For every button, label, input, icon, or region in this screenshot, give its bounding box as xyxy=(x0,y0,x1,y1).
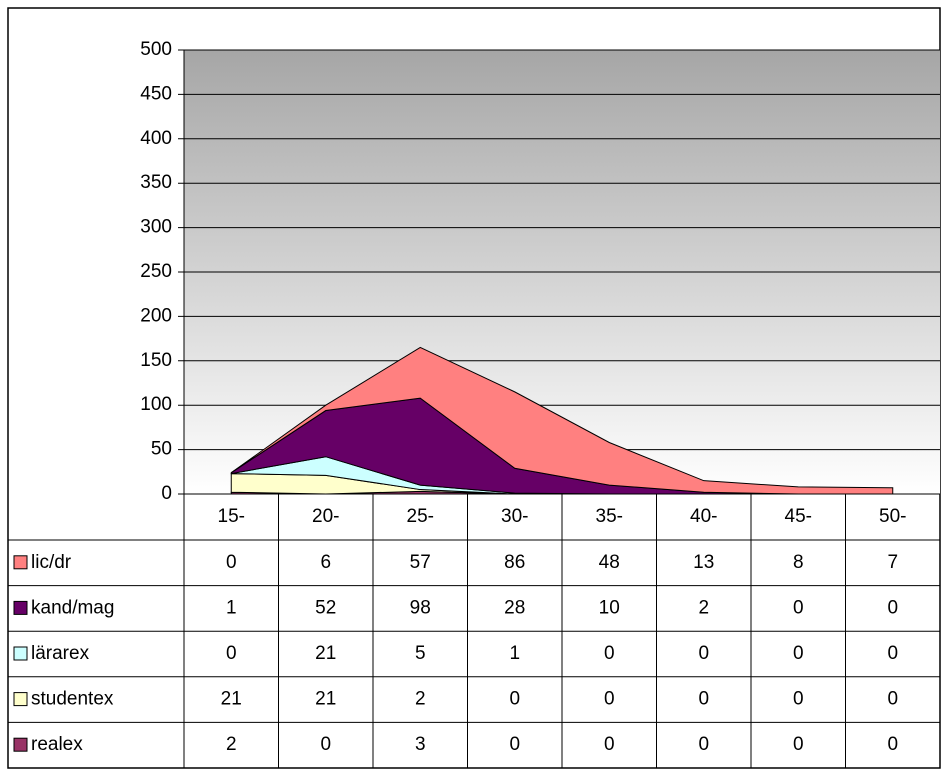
table-value: 13 xyxy=(693,552,714,573)
table-value: 0 xyxy=(793,597,804,618)
table-value: 0 xyxy=(226,643,237,664)
legend-label: studentex xyxy=(31,689,114,710)
y-tick-label: 100 xyxy=(140,394,172,415)
x-tick-label: 25- xyxy=(407,506,434,527)
table-value: 3 xyxy=(415,734,426,755)
table-value: 52 xyxy=(315,597,336,618)
table-value: 0 xyxy=(887,689,898,710)
legend-swatch xyxy=(13,555,28,570)
y-tick-label: 450 xyxy=(140,83,172,104)
x-tick-label: 40- xyxy=(690,506,717,527)
table-value: 48 xyxy=(599,552,620,573)
table-value: 1 xyxy=(509,643,520,664)
table-value: 2 xyxy=(698,597,709,618)
table-value: 0 xyxy=(604,734,615,755)
table-value: 0 xyxy=(793,689,804,710)
table-value: 6 xyxy=(320,552,331,573)
x-tick-label: 20- xyxy=(312,506,339,527)
table-value: 86 xyxy=(504,552,525,573)
legend-label: lärarex xyxy=(31,643,90,664)
y-tick-label: 250 xyxy=(140,261,172,282)
y-tick-label: 500 xyxy=(140,39,172,60)
table-value: 2 xyxy=(415,689,426,710)
table-value: 21 xyxy=(315,643,336,664)
legend-label: kand/mag xyxy=(31,597,114,618)
table-value: 0 xyxy=(604,689,615,710)
x-tick-label: 30- xyxy=(501,506,528,527)
table-value: 2 xyxy=(226,734,237,755)
legend-label: lic/dr xyxy=(31,552,72,573)
table-value: 0 xyxy=(793,734,804,755)
table-value: 7 xyxy=(887,552,898,573)
table-value: 0 xyxy=(698,643,709,664)
table-value: 0 xyxy=(887,643,898,664)
area xyxy=(230,346,894,495)
table-value: 28 xyxy=(504,597,525,618)
y-tick-label: 400 xyxy=(140,128,172,149)
legend-swatch xyxy=(13,646,28,661)
table-value: 0 xyxy=(509,734,520,755)
legend-swatch xyxy=(13,600,28,615)
x-tick-label: 15- xyxy=(218,506,245,527)
table-value: 0 xyxy=(509,689,520,710)
y-tick-label: 350 xyxy=(140,172,172,193)
x-tick-label: 35- xyxy=(596,506,623,527)
x-tick-label: 45- xyxy=(785,506,812,527)
table-value: 10 xyxy=(599,597,620,618)
table-value: 5 xyxy=(415,643,426,664)
legend-swatch xyxy=(13,692,28,707)
table-value: 8 xyxy=(793,552,804,573)
table-value: 0 xyxy=(887,734,898,755)
table-value: 0 xyxy=(320,734,331,755)
y-tick-label: 0 xyxy=(161,483,172,504)
table-value: 21 xyxy=(221,689,242,710)
table-value: 0 xyxy=(604,643,615,664)
table-value: 0 xyxy=(226,552,237,573)
y-tick-label: 150 xyxy=(140,350,172,371)
table-value: 98 xyxy=(410,597,431,618)
y-tick-label: 200 xyxy=(140,305,172,326)
y-tick-label: 300 xyxy=(140,217,172,238)
legend-swatch xyxy=(13,737,28,752)
table-value: 57 xyxy=(410,552,431,573)
table-value: 0 xyxy=(793,643,804,664)
table-value: 0 xyxy=(698,734,709,755)
table-value: 0 xyxy=(698,689,709,710)
table-value: 21 xyxy=(315,689,336,710)
y-tick-label: 50 xyxy=(151,439,172,460)
table-value: 1 xyxy=(226,597,237,618)
legend-label: realex xyxy=(31,734,83,755)
x-tick-label: 50- xyxy=(879,506,906,527)
table-value: 0 xyxy=(887,597,898,618)
